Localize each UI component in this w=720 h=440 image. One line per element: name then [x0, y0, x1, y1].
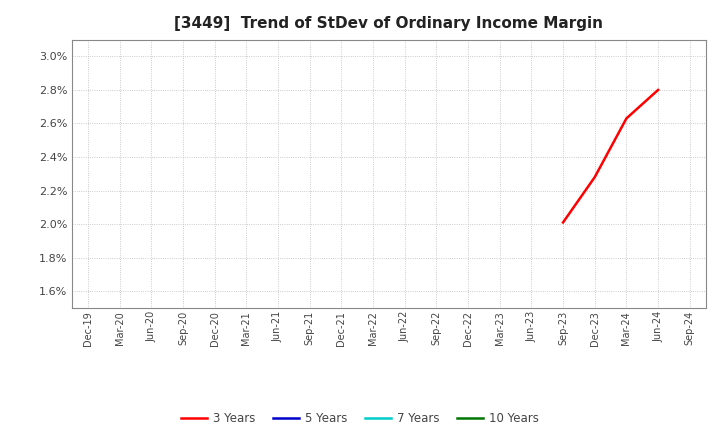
- Line: 3 Years: 3 Years: [563, 90, 658, 223]
- 3 Years: [654, 87, 662, 92]
- Title: [3449]  Trend of StDev of Ordinary Income Margin: [3449] Trend of StDev of Ordinary Income…: [174, 16, 603, 32]
- 3 Years: [622, 116, 631, 121]
- Legend: 3 Years, 5 Years, 7 Years, 10 Years: 3 Years, 5 Years, 7 Years, 10 Years: [176, 407, 544, 430]
- 3 Years: [590, 175, 599, 180]
- 3 Years: [559, 220, 567, 225]
